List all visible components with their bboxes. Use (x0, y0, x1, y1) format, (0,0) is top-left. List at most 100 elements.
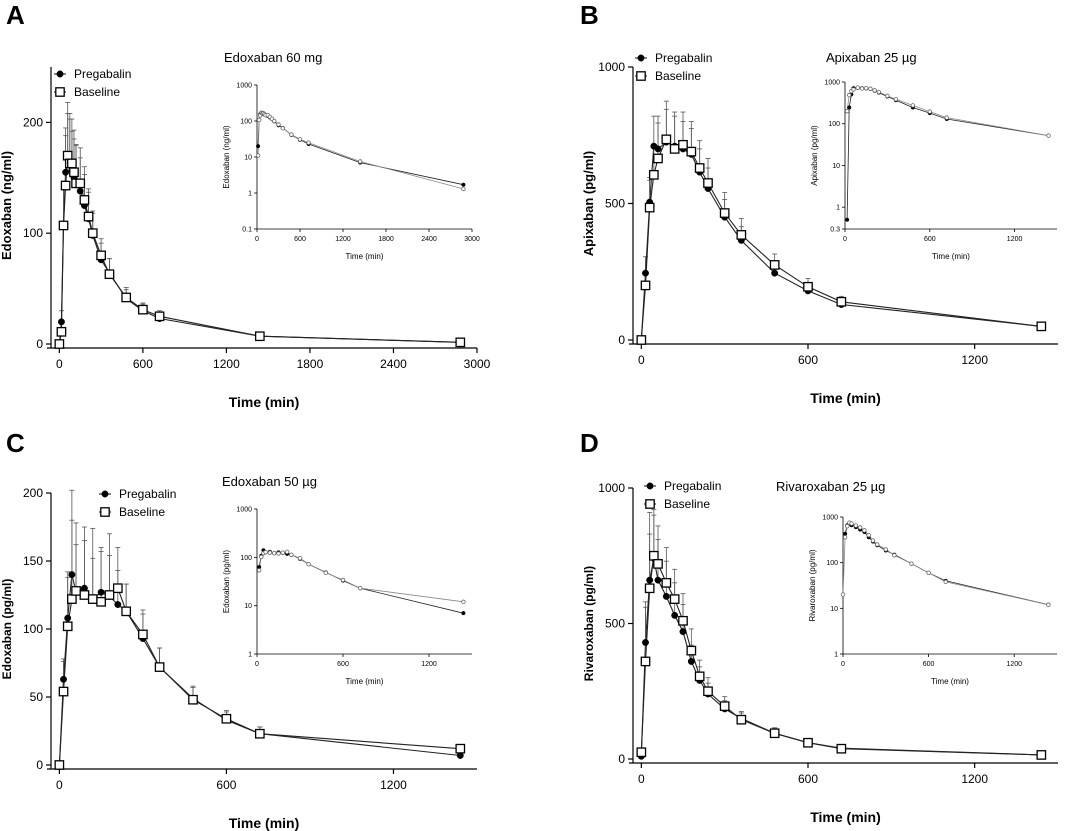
panel-c-inset-baseline-point (306, 562, 311, 567)
panel-d-baseline-point (669, 594, 680, 604)
panel-a-legend-label: Pregabalin (74, 67, 131, 81)
panel-b-baseline-point (648, 169, 659, 180)
panel-a-inset-baseline-point (280, 126, 285, 131)
panel-c-inset-title: Edoxaban 50 µg (222, 474, 317, 489)
panel-c-inset-baseline-point (267, 550, 273, 555)
panel-b-inset-y-axis-title: Apixaban (pg/ml) (810, 125, 819, 186)
panel-b-inset-baseline-line (846, 87, 1049, 136)
panel-d-baseline-line (640, 553, 1042, 756)
panel-d-inset-baseline-point (853, 523, 859, 528)
panel-a-inset-y-tick-label: 0.1 (242, 227, 252, 234)
panel-c-legend-marker (101, 490, 109, 498)
panel-c-baseline-point (54, 760, 65, 770)
panel-c-x-tick-label: 0 (56, 778, 63, 792)
panel-c-y-tick-label: 200 (23, 486, 43, 500)
panel-d-inset-baseline-point (1046, 602, 1051, 607)
panel-b-inset-x-tick-label: 0 (843, 236, 847, 243)
panel-b-inset-pregabalin-point (847, 105, 852, 110)
panel-b-pregabalin-point (771, 269, 779, 277)
panel-c-baseline-point (138, 629, 148, 640)
panel-a-y-tick-label: 200 (23, 115, 43, 129)
panel-c-pregabalin-point (60, 675, 67, 683)
panel-b-baseline-point (1036, 321, 1047, 332)
panel-b-x-axis-title: Time (min) (810, 390, 881, 406)
panel-a-baseline-point (54, 339, 65, 349)
panel-a-baseline-point (254, 331, 265, 342)
panel-letter-d: D (580, 428, 599, 458)
panel-d-pregabalin-point (671, 611, 679, 619)
panel-b-legend-label: Baseline (655, 69, 701, 83)
panel-a-baseline-point (138, 304, 148, 315)
panel-a-inset-y-axis-title: Edoxaban (ng/ml) (222, 125, 231, 188)
panel-c-inset-baseline-point (272, 550, 277, 556)
panel-a-inset-y-tick-label: 10 (244, 155, 252, 162)
panel-c-baseline-point (254, 728, 265, 739)
panel-b-inset-baseline-point (885, 93, 890, 99)
panel-c-pregabalin-point (68, 571, 76, 579)
panel-a-x-axis-title: Time (min) (229, 394, 300, 410)
panel-d-baseline-point (1036, 750, 1047, 760)
panel-d-inset-baseline-line (842, 522, 1049, 606)
panel-b-pregabalin-point (642, 269, 649, 277)
panel-b-baseline-point (640, 280, 651, 291)
panel-d-baseline-point (686, 645, 697, 656)
panel-b-inset-x-tick-label: 600 (924, 236, 936, 243)
panel-c-baseline-point (112, 583, 123, 594)
panel-d-x-tick-label: 600 (798, 772, 818, 786)
panel-b-baseline-point (678, 139, 688, 150)
panel-c-inset-y-axis-title: Edoxaban (pg/ml) (222, 550, 231, 613)
panel-c-baseline-point (62, 621, 73, 632)
panel-c-inset-y-tick-label: 1 (248, 652, 252, 659)
panel-a-baseline-point (58, 220, 69, 231)
panel-d-baseline-point (703, 686, 713, 697)
panel-c-baseline-point (188, 694, 198, 705)
panel-c-inset-baseline-point (263, 549, 268, 555)
panel-d-legend-marker (646, 482, 654, 490)
panel-b-inset-x-tick-label: 1200 (1007, 236, 1023, 243)
panel-d-inset-x-tick-label: 1200 (1006, 661, 1022, 668)
panel-a-inset-baseline-point (255, 153, 261, 158)
panel-b-inset-x-axis-title: Time (min) (932, 252, 970, 261)
panel-d-baseline-point (653, 559, 663, 569)
panel-d-x-axis-title: Time (min) (810, 809, 881, 825)
panel-b-inset-baseline-point (847, 92, 852, 98)
panel-c-y-tick-label: 0 (36, 758, 43, 772)
panel-a-baseline-point (87, 228, 98, 239)
panel-c-inset-baseline-point (259, 554, 264, 560)
panel-d-inset-baseline-point (909, 561, 914, 566)
panel-a-baseline-point (60, 180, 71, 191)
panel-c-y-tick-label: 50 (30, 690, 44, 704)
panel-b-baseline-point (836, 296, 847, 307)
panel-a-baseline-point (96, 250, 106, 261)
panel-b-inset-baseline-point (859, 86, 865, 91)
panel-a-x-tick-label: 2400 (380, 357, 407, 371)
panel-a-inset-baseline-point (306, 140, 311, 145)
panel-c-y-tick-label: 150 (23, 554, 43, 568)
panel-a-legend-marker (56, 70, 64, 78)
panel-b-baseline-point (703, 178, 713, 188)
panel-c-baseline-point (104, 590, 115, 600)
panel-d-pregabalin-point (646, 576, 654, 584)
panel-c-x-tick-label: 1200 (380, 778, 407, 792)
panel-c-baseline-point (96, 596, 106, 607)
panel-d-baseline-point (661, 578, 672, 588)
panel-c-inset-baseline-point (280, 550, 285, 555)
panel-b-inset-pregabalin-point (845, 217, 850, 222)
panel-b-baseline-point (686, 146, 697, 157)
panel-c-inset-baseline-point (461, 599, 466, 605)
panel-c-legend-label: Pregabalin (119, 487, 176, 501)
panel-a-inset-pregabalin-line (257, 112, 464, 186)
panel-d-inset-title: Rivaroxaban 25 µg (776, 479, 885, 494)
panel-d-inset-baseline-point (845, 523, 850, 529)
panel-d-legend-label: Baseline (664, 497, 710, 511)
panel-c-x-tick-label: 600 (216, 778, 236, 792)
panel-c-y-tick-label: 100 (23, 622, 43, 636)
panel-c-legend-label: Baseline (119, 505, 165, 519)
panel-a-inset-baseline-point (297, 137, 303, 142)
panel-d-baseline-point (636, 747, 647, 758)
